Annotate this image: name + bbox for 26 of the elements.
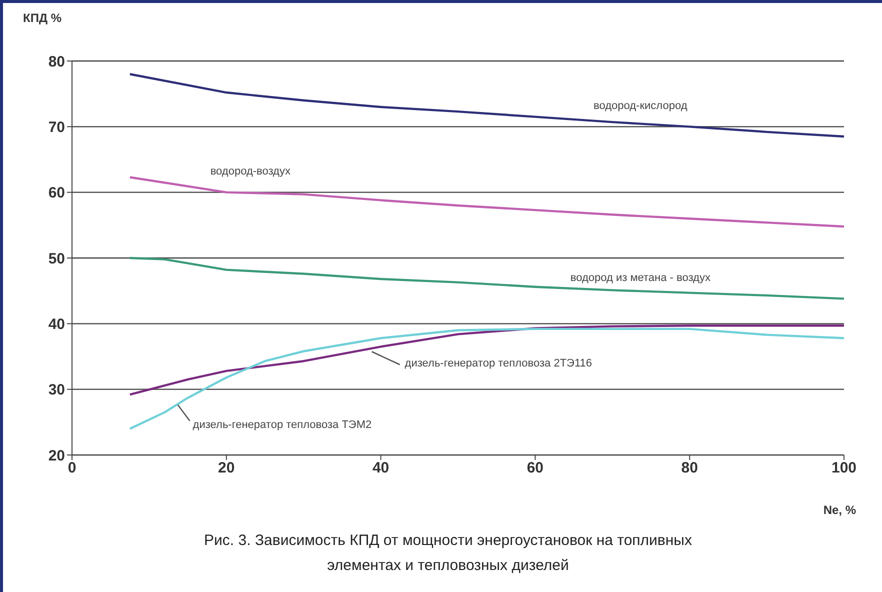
x-tick-label: 60	[526, 460, 544, 477]
series-label: водород из метана - воздух	[570, 272, 711, 284]
y-tick-label: 30	[48, 382, 65, 399]
y-axis-title: КПД %	[23, 11, 62, 25]
y-tick-label: 50	[48, 250, 65, 268]
series-label: дизель-генератор тепловоза 2ТЭ116	[404, 358, 592, 370]
line-series	[128, 324, 844, 396]
x-tick-label: 20	[218, 460, 235, 477]
series-label: водород-кислород	[594, 100, 688, 112]
x-tick-label: 40	[372, 460, 390, 477]
y-tick-label: 60	[48, 184, 65, 202]
y-tick-label: 40	[48, 316, 65, 333]
x-tick-label: 100	[831, 460, 857, 477]
y-tick-label: 70	[48, 118, 65, 136]
x-tick-label: 0	[68, 460, 76, 477]
text: Рис. 3. Зависимость КПД от мощности энергоустановок на топливных элементах и тепловозных дизелей	[203, 531, 693, 576]
line-series	[128, 256, 844, 300]
x-axis-title: Ne, %	[823, 503, 856, 517]
x-tick-label: 80	[681, 460, 698, 477]
series-label: водород-воздух	[210, 165, 291, 178]
y-tick-label: 20	[48, 447, 65, 464]
line-series	[128, 328, 844, 430]
line-series	[128, 176, 844, 228]
line-series	[128, 73, 844, 138]
y-tick-label: 80	[48, 53, 65, 70]
series-label: дизель-генератор тепловоза ТЭМ2	[192, 418, 372, 431]
